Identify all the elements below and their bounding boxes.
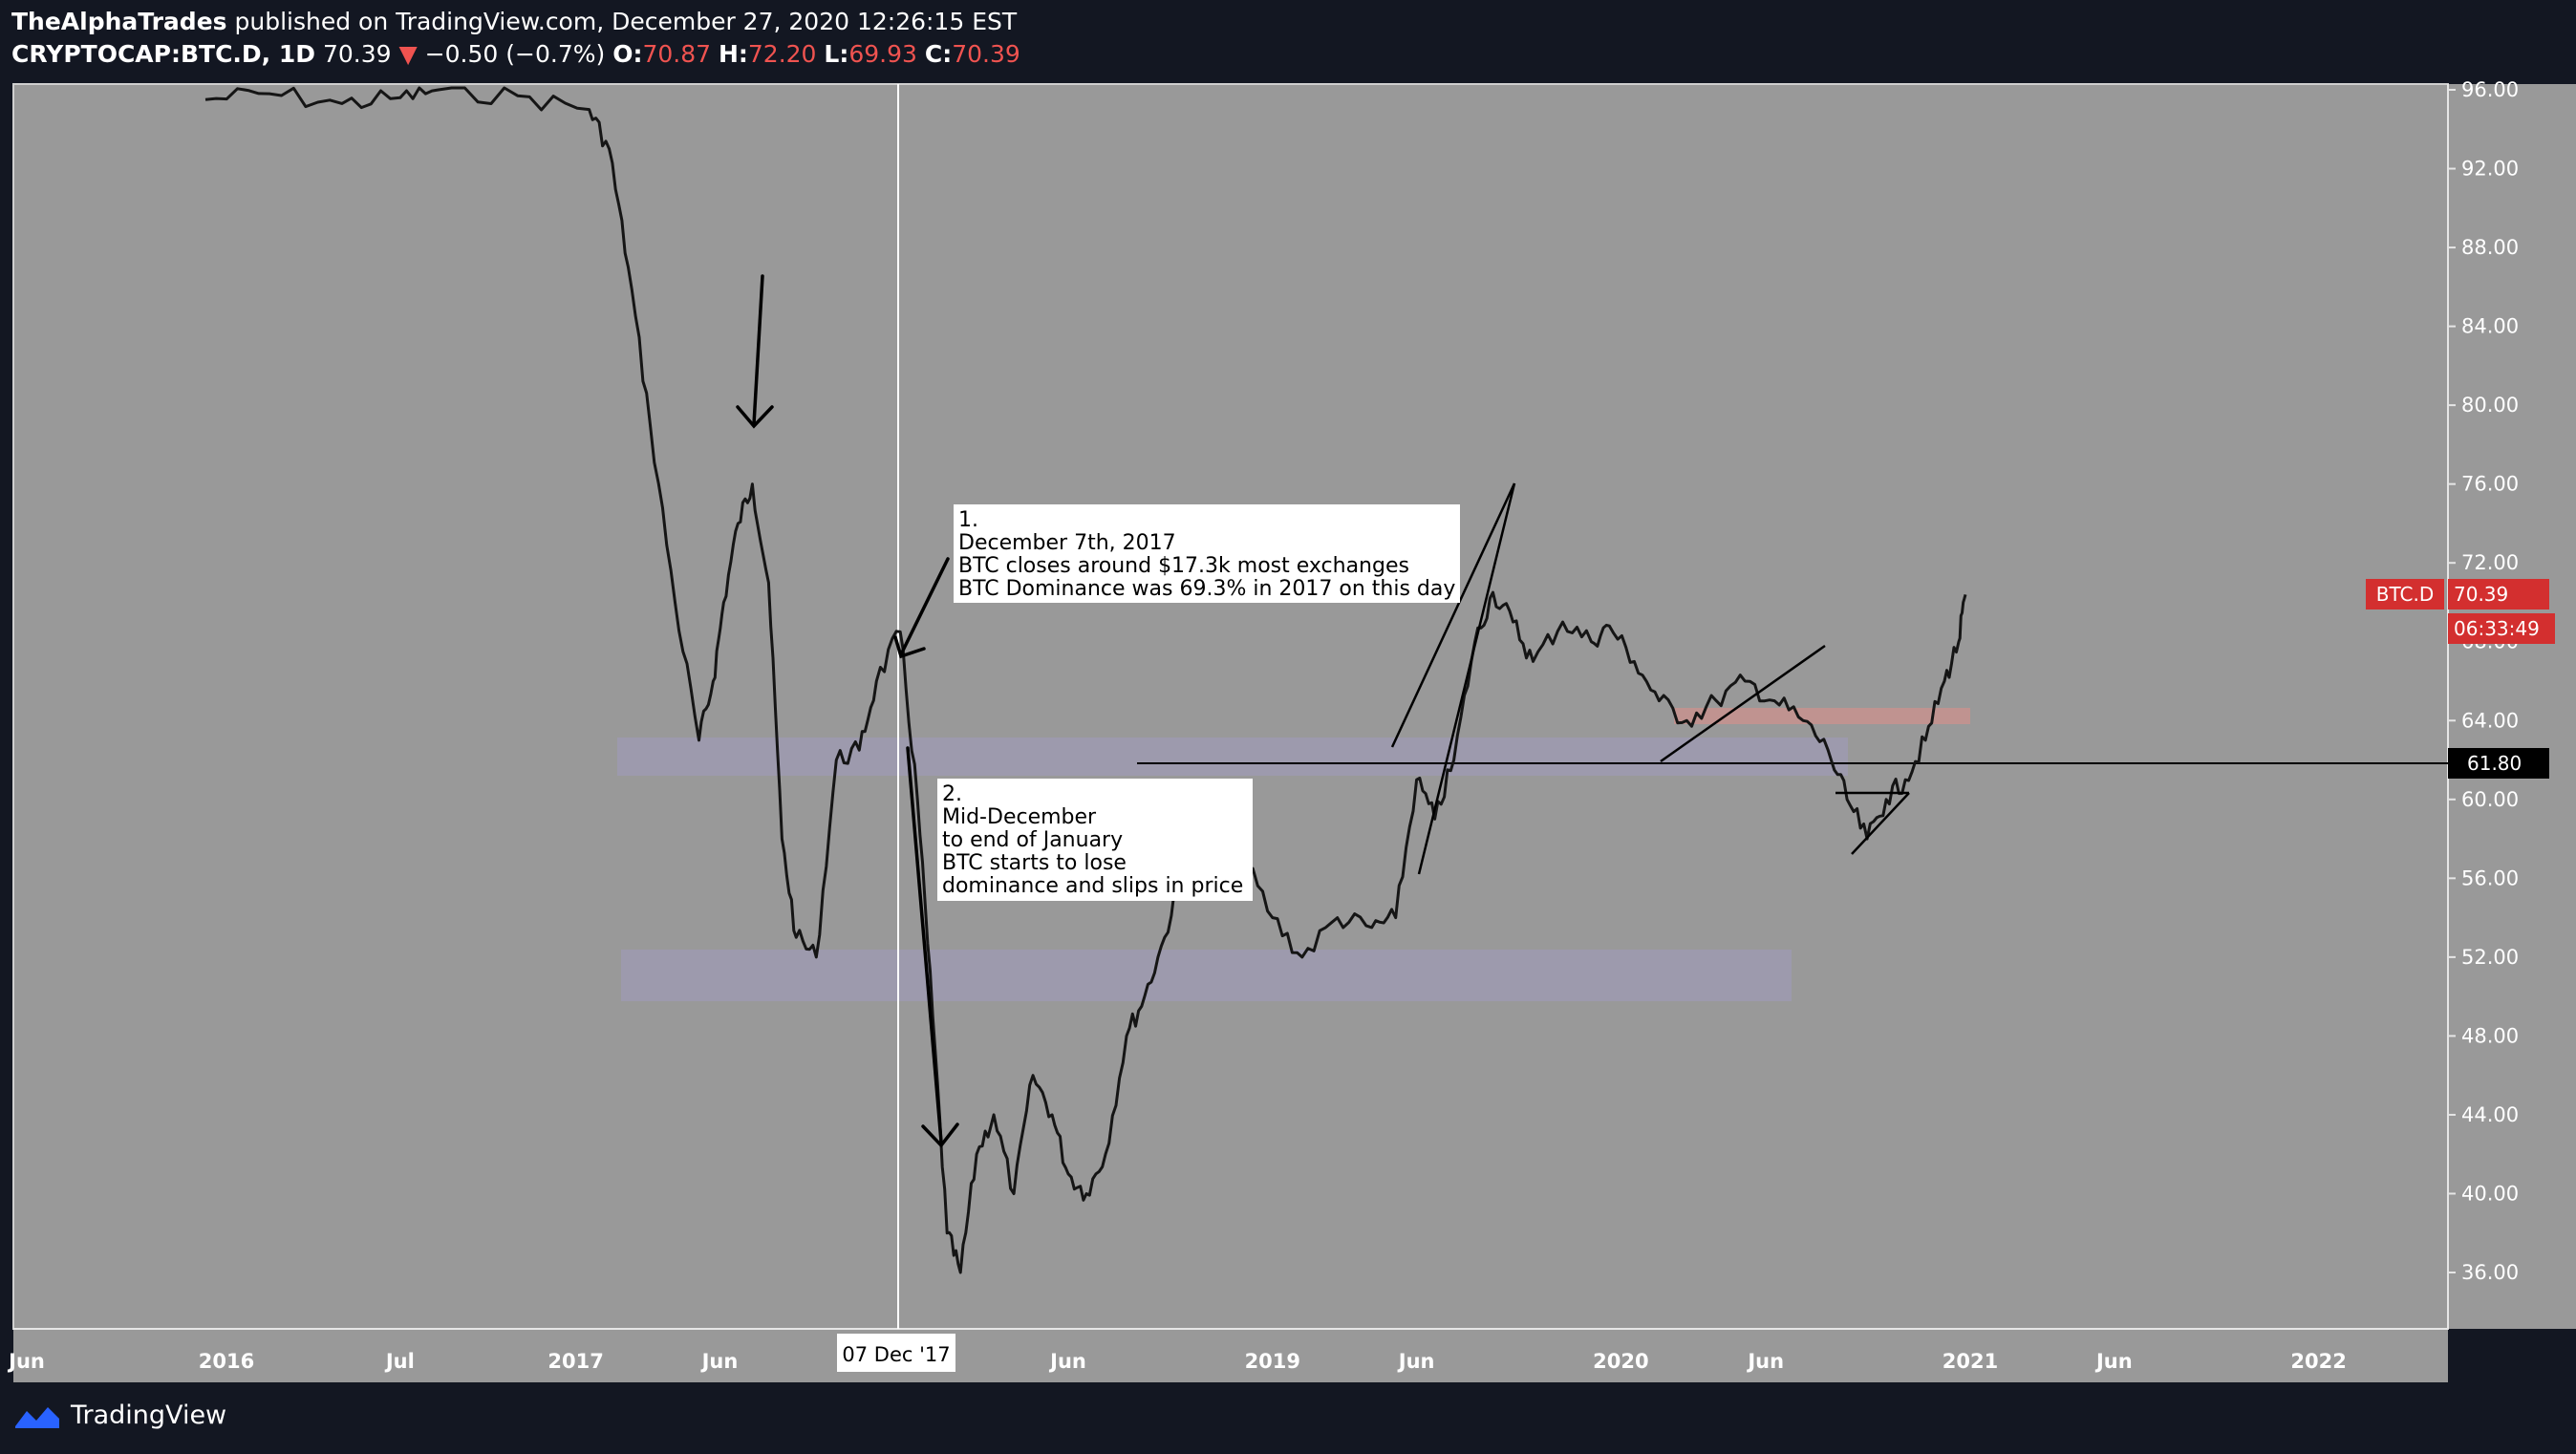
y-tick-label: 60.00 <box>2461 788 2519 811</box>
annotation-2-line-5: dominance and slips in price <box>942 874 1243 898</box>
y-tick-label: 64.00 <box>2461 709 2519 732</box>
y-tick-label: 92.00 <box>2461 158 2519 181</box>
x-tick-label: Jun <box>7 1350 45 1373</box>
time-axis[interactable] <box>13 1329 2448 1382</box>
price-axis[interactable] <box>2448 84 2576 1329</box>
y-tick-label: 96.00 <box>2461 78 2519 101</box>
open-label: O: <box>612 40 643 68</box>
open-value: 70.87 <box>642 40 712 68</box>
x-tick-label: Jun <box>700 1350 739 1373</box>
x-tick-label: 2021 <box>1943 1350 1998 1373</box>
countdown-label: 06:33:49 <box>2454 617 2540 640</box>
arrow-head-icon <box>893 635 926 659</box>
y-tick-label: 56.00 <box>2461 866 2519 889</box>
y-tick-label: 88.00 <box>2461 236 2519 259</box>
support-zone-upper[interactable] <box>617 738 1848 776</box>
x-tick-label: 2016 <box>199 1350 254 1373</box>
close-value: 70.39 <box>952 40 1020 68</box>
channel-line-right[interactable] <box>1417 482 1516 875</box>
chart-header: TheAlphaTrades published on TradingView.… <box>11 6 1020 71</box>
channel-drawings[interactable] <box>1390 482 1910 875</box>
arrow-head-icon <box>921 1123 959 1148</box>
close-label: C: <box>924 40 953 68</box>
y-tick-label: 80.00 <box>2461 394 2519 417</box>
x-tick-label: Jun <box>2094 1350 2133 1373</box>
price-series-line[interactable] <box>204 86 1967 1274</box>
price-change: −0.50 (−0.7%) <box>424 40 606 68</box>
publish-line: TheAlphaTrades published on TradingView.… <box>11 6 1020 38</box>
author-name[interactable]: TheAlphaTrades <box>11 8 227 35</box>
tradingview-logo-icon <box>15 1406 59 1428</box>
annotation-1-line-2: December 7th, 2017 <box>958 531 1176 555</box>
y-tick-label: 36.00 <box>2461 1261 2519 1284</box>
annotation-box-1[interactable] <box>954 504 1460 603</box>
symbol-tag[interactable] <box>2366 579 2444 609</box>
low-label: L: <box>824 40 849 68</box>
plot-area[interactable] <box>12 83 2449 1330</box>
crosshair-date-label: 07 Dec '17 <box>842 1343 950 1366</box>
annotation-1-line-1: 1. <box>958 508 978 532</box>
x-tick-label: Jun <box>1397 1350 1435 1373</box>
publish-info: published on TradingView.com, December 2… <box>234 8 1018 35</box>
level-tag[interactable] <box>2448 748 2549 779</box>
y-tick-label: 40.00 <box>2461 1182 2519 1205</box>
y-tick-label: 76.00 <box>2461 473 2519 496</box>
level-tag-label: 61.80 <box>2467 752 2522 775</box>
x-tick-label: 2022 <box>2290 1350 2346 1373</box>
y-tick-label: 84.00 <box>2461 315 2519 338</box>
x-tick-label: 2019 <box>1245 1350 1300 1373</box>
resistance-zone[interactable] <box>1674 708 1970 724</box>
arrow-head-icon <box>736 405 774 429</box>
last-price-tag-label: 70.39 <box>2454 583 2508 606</box>
annotation-2-line-2: Mid-December <box>942 805 1097 829</box>
arrow-down-2[interactable] <box>906 746 943 1144</box>
y-tick-label: 44.00 <box>2461 1103 2519 1126</box>
x-tick-labels: Jun 2016 Jul 2017 Jun Jun 2019 Jun 2020 Jun 2021 Ju… <box>7 1350 2347 1373</box>
triangle-side[interactable] <box>1851 792 1910 855</box>
tradingview-logo[interactable]: TradingView <box>13 1401 226 1430</box>
symbol-tag-label: BTC.D <box>2376 583 2435 606</box>
high-label: H: <box>718 40 748 68</box>
last-price-tag[interactable] <box>2448 579 2549 609</box>
trend-line[interactable] <box>1660 644 1826 763</box>
annotation-2-line-1: 2. <box>942 782 962 806</box>
annotation-1-line-3: BTC closes around $17.3k most exchanges <box>958 554 1409 578</box>
down-arrow-icon: ▼ <box>398 40 418 68</box>
channel-line-left[interactable] <box>1390 482 1516 748</box>
countdown-tag <box>2448 613 2555 644</box>
annotation-1-line-4: BTC Dominance was 69.3% in 2017 on this … <box>958 577 1455 601</box>
annotation-2-line-3: to end of January <box>942 828 1123 852</box>
arrow-to-dec-7[interactable] <box>899 557 950 656</box>
drawings[interactable] <box>736 274 959 1148</box>
y-tick-label: 52.00 <box>2461 946 2519 969</box>
x-tick-label: 2020 <box>1593 1350 1648 1373</box>
support-zone-lower[interactable] <box>621 950 1792 1001</box>
symbol-name[interactable]: CRYPTOCAP:BTC.D, 1D <box>11 40 316 68</box>
last-price: 70.39 <box>322 40 392 68</box>
y-tick-label: 72.00 <box>2461 551 2519 574</box>
y-tick-label: 48.00 <box>2461 1024 2519 1047</box>
low-value: 69.93 <box>848 40 917 68</box>
x-tick-label: Jun <box>1746 1350 1784 1373</box>
footer-brand: TradingView <box>71 1401 227 1430</box>
arrow-down-1[interactable] <box>752 274 764 426</box>
annotation-box-2[interactable] <box>937 779 1253 901</box>
x-tick-label: Jul <box>384 1350 415 1373</box>
x-tick-label: Jun <box>1048 1350 1086 1373</box>
x-tick-label: 2017 <box>547 1350 603 1373</box>
high-value: 72.20 <box>747 40 817 68</box>
symbol-line: CRYPTOCAP:BTC.D, 1D 70.39 ▼ −0.50 (−0.7%… <box>11 38 1020 71</box>
annotation-2-line-4: BTC starts to lose <box>942 851 1127 875</box>
crosshair-date-box <box>837 1334 955 1372</box>
